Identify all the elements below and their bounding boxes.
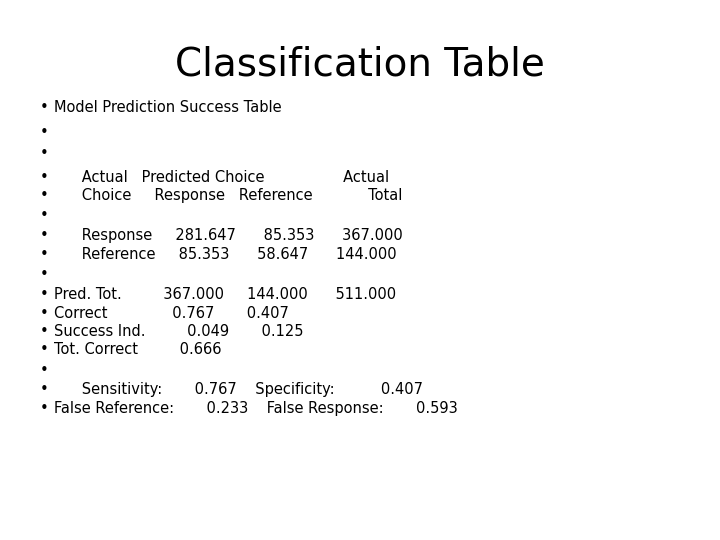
Text: •: • — [40, 100, 48, 116]
Text: Choice     Response   Reference            Total: Choice Response Reference Total — [54, 188, 402, 203]
Text: Correct              0.767       0.407: Correct 0.767 0.407 — [54, 306, 289, 321]
Text: •: • — [40, 188, 48, 203]
Text: Actual   Predicted Choice                 Actual: Actual Predicted Choice Actual — [54, 170, 389, 185]
Text: •: • — [40, 228, 48, 244]
Text: Model Prediction Success Table: Model Prediction Success Table — [54, 100, 282, 116]
Text: Response     281.647      85.353      367.000: Response 281.647 85.353 367.000 — [54, 228, 402, 244]
Text: •: • — [40, 146, 48, 161]
Text: Reference     85.353      58.647      144.000: Reference 85.353 58.647 144.000 — [54, 247, 397, 262]
Text: •: • — [40, 363, 48, 378]
Text: •: • — [40, 401, 48, 416]
Text: False Reference:       0.233    False Response:       0.593: False Reference: 0.233 False Response: 0… — [54, 401, 458, 416]
Text: •: • — [40, 208, 48, 224]
Text: •: • — [40, 324, 48, 339]
Text: •: • — [40, 306, 48, 321]
Text: Sensitivity:       0.767    Specificity:          0.407: Sensitivity: 0.767 Specificity: 0.407 — [54, 382, 423, 397]
Text: •: • — [40, 267, 48, 282]
Text: Tot. Correct         0.666: Tot. Correct 0.666 — [54, 342, 222, 357]
Text: •: • — [40, 125, 48, 140]
Text: Pred. Tot.         367.000     144.000      511.000: Pred. Tot. 367.000 144.000 511.000 — [54, 287, 396, 302]
Text: •: • — [40, 382, 48, 397]
Text: •: • — [40, 287, 48, 302]
Text: Success Ind.         0.049       0.125: Success Ind. 0.049 0.125 — [54, 324, 304, 339]
Text: •: • — [40, 247, 48, 262]
Text: •: • — [40, 342, 48, 357]
Text: •: • — [40, 170, 48, 185]
Text: Classification Table: Classification Table — [175, 46, 545, 84]
